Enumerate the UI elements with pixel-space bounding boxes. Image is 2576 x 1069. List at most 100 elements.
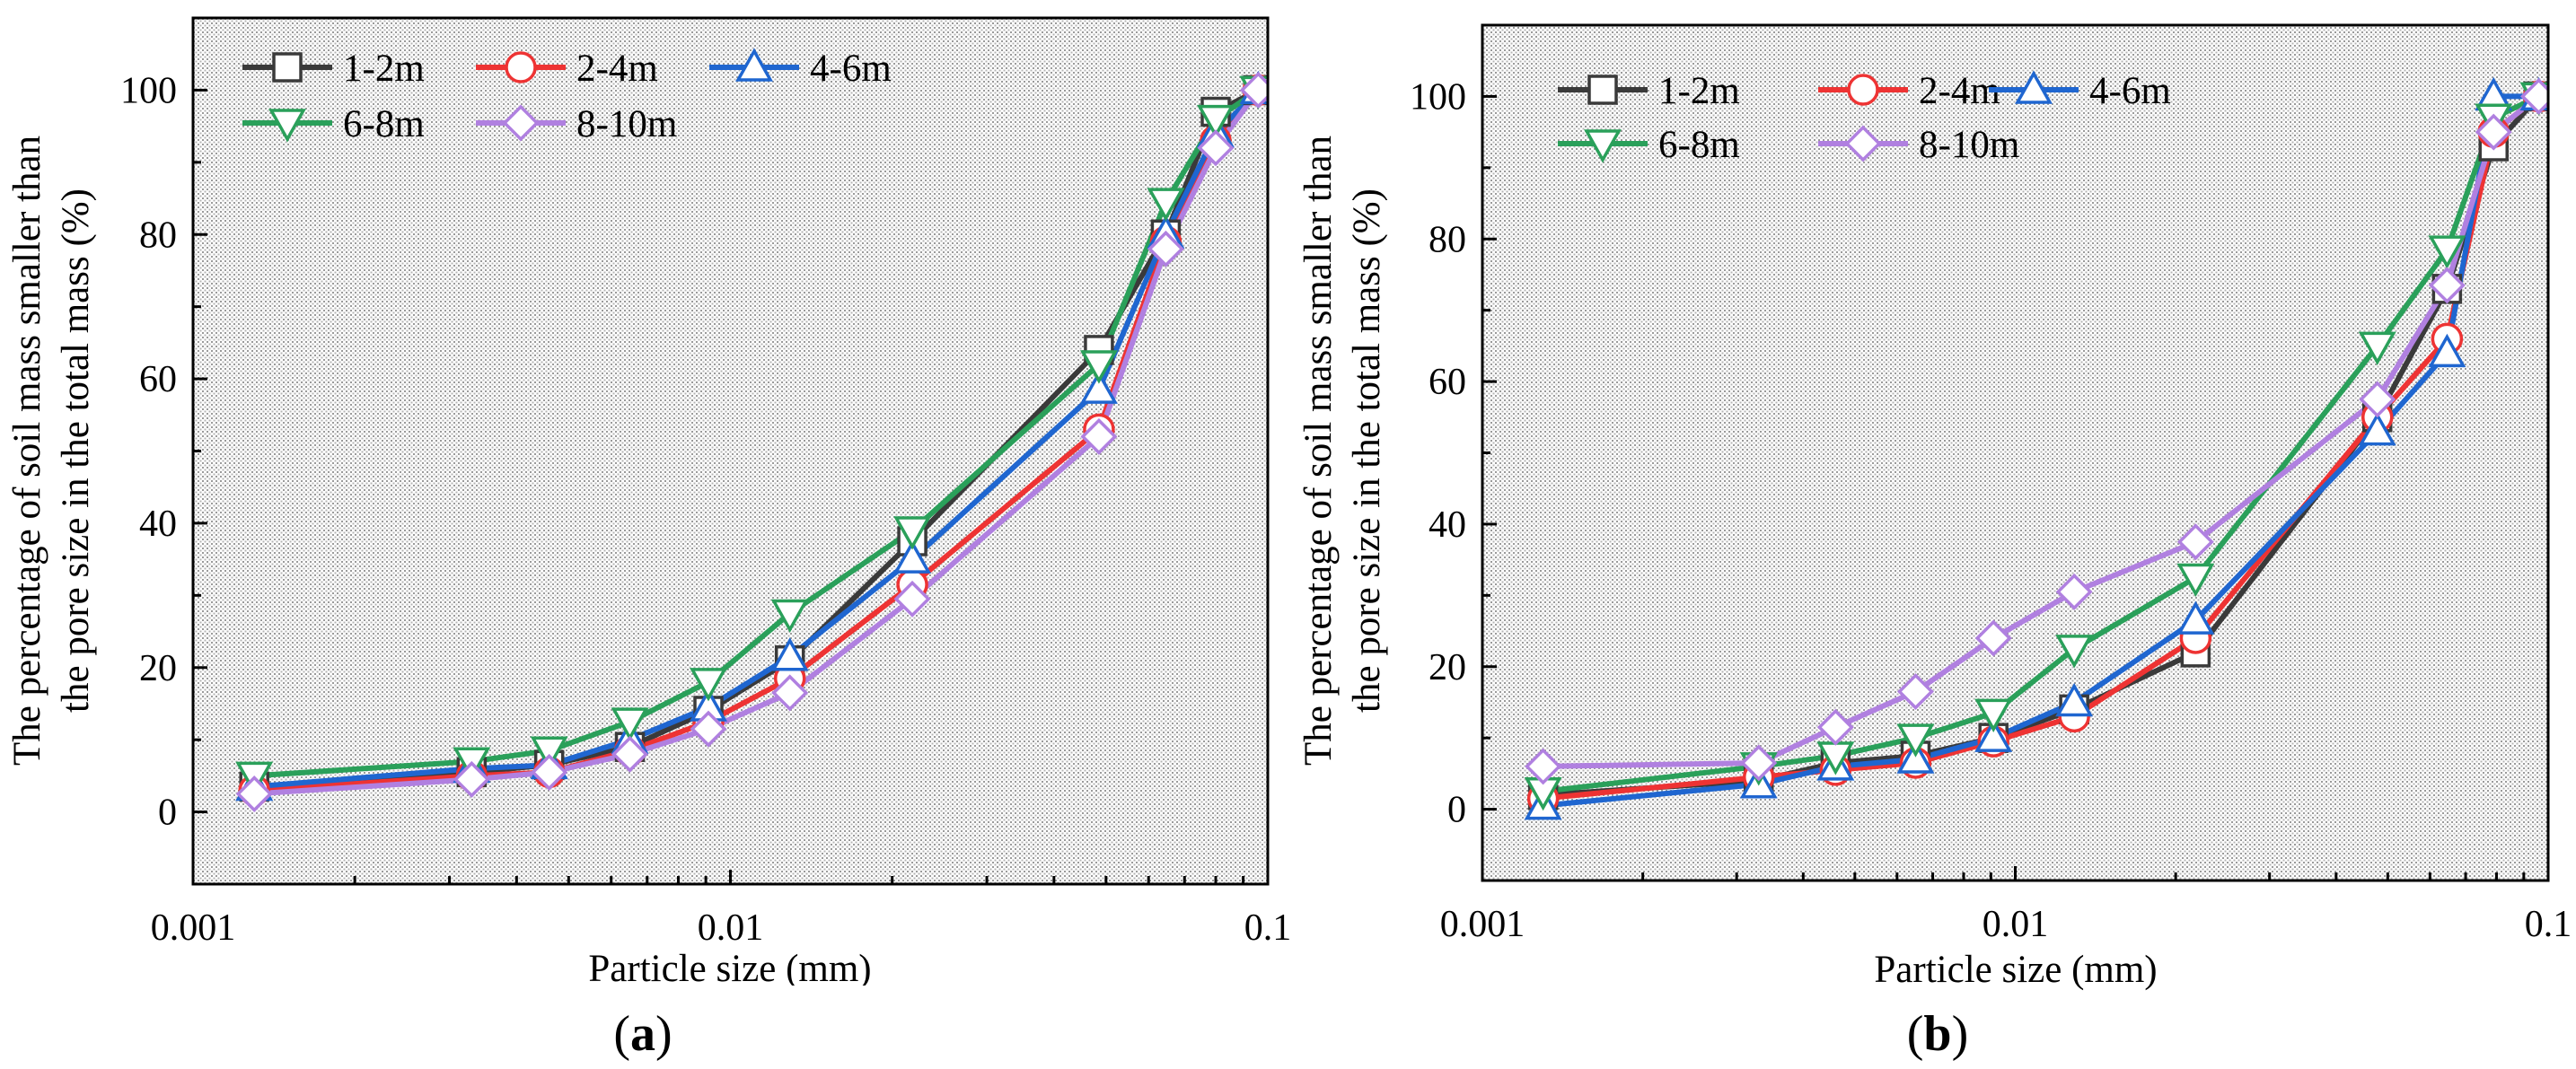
y-axis-label-line2: the pore size in the total mass (%): [1346, 188, 1388, 713]
legend-label: 2-4m: [576, 48, 658, 90]
legend: 1-2m 2-4m 4-6m 6-8m 8-10m: [242, 48, 892, 145]
legend-label: 8-10m: [1919, 124, 2019, 166]
data-point-8-10m: [1974, 619, 2012, 657]
data-point-6-8m: [770, 599, 809, 634]
data-point-6-8m: [2176, 563, 2215, 598]
y-axis: 0 20 40 60 80 100: [1410, 76, 1497, 831]
data-point-8-10m: [531, 753, 568, 791]
data-point-6-8m: [1974, 698, 2013, 732]
data-point-8-10m: [2176, 523, 2214, 561]
x-axis-label: Particle size (mm): [588, 948, 871, 990]
data-point-8-10m: [1239, 71, 1268, 109]
panel-letter-b: b: [1923, 1006, 1951, 1062]
chart-panel-b: 0 20 40 60 80 100 0.001 0.01 0.1 Particle size …: [1297, 23, 2572, 1062]
data-point-8-10m: [1816, 708, 1854, 746]
data-point-6-8m: [1147, 188, 1185, 222]
data-point-6-8m: [1079, 350, 1118, 384]
legend-swatch-marker: [1587, 74, 1618, 105]
legend-item-1-2m: 1-2m: [1558, 70, 1740, 112]
data-point-8-10m: [893, 580, 931, 618]
y-tick-label: 0: [158, 793, 177, 834]
legend-label: 6-8m: [1658, 124, 1740, 166]
chart-panel-a: 0 20 40 60 80 100 0.001 0.01 0.1 Particle size …: [6, 16, 1292, 1062]
plot-area-background: [193, 18, 1268, 884]
legend-item-1-2m: 1-2m: [242, 48, 425, 90]
y-tick-label: 20: [139, 648, 177, 689]
x-tick-label: 0.1: [1244, 907, 1292, 949]
y-tick-label: 0: [1447, 790, 1466, 831]
legend-swatch-marker: [1847, 74, 1879, 106]
data-point-6-8m: [2428, 235, 2466, 269]
x-tick-label: 0.001: [151, 907, 236, 949]
data-point-4-6m: [1896, 740, 1935, 774]
plot-area-background: [1482, 25, 2548, 881]
data-point-8-10m: [1525, 748, 1562, 785]
series-layer: [235, 70, 1268, 812]
legend-item-2-4m: 2-4m: [476, 48, 658, 90]
series-layer: [1524, 76, 2548, 820]
legend-item-8-10m: 8-10m: [476, 103, 677, 145]
data-point-4-6m: [893, 539, 932, 574]
data-point-6-8m: [530, 736, 568, 770]
y-tick-label: 80: [139, 215, 177, 256]
data-point-4-6m: [2428, 333, 2466, 368]
data-point-6-8m: [893, 516, 932, 550]
y-tick-label: 60: [139, 359, 177, 400]
data-point-4-6m: [1079, 370, 1118, 404]
legend-swatch-marker: [505, 51, 537, 83]
legend-label: 1-2m: [343, 48, 425, 90]
x-axis: 0.001 0.01 0.1: [1440, 866, 2572, 945]
data-point-4-6m: [2176, 600, 2215, 635]
x-tick-label: 0.1: [2525, 904, 2572, 945]
legend-item-4-6m: 4-6m: [709, 48, 892, 90]
data-point-8-10m: [690, 710, 727, 748]
y-tick-label: 60: [1429, 362, 1466, 403]
legend-item-6-8m: 6-8m: [242, 103, 425, 145]
data-point-6-8m: [1197, 104, 1235, 139]
legend-label: 4-6m: [810, 48, 892, 90]
legend-swatch-marker: [735, 48, 773, 82]
data-point-8-10m: [1080, 417, 1118, 455]
legend-label: 1-2m: [1658, 70, 1740, 112]
x-axis-label: Particle size (mm): [1874, 949, 2157, 991]
panel-letter-a: a: [630, 1006, 655, 1062]
legend-swatch-marker: [502, 104, 540, 142]
data-point-4-6m: [1974, 718, 2013, 752]
y-axis-label-line1: The percentage of soil mass smaller than: [1297, 136, 1340, 766]
legend-item-2-4m: 2-4m: [1818, 70, 2000, 112]
x-axis: 0.001 0.01 0.1: [151, 870, 1292, 949]
data-point-8-10m: [771, 674, 809, 712]
data-point-6-8m: [1896, 723, 1935, 758]
legend-item-6-8m: 6-8m: [1558, 124, 1740, 166]
data-point-4-6m: [2358, 412, 2396, 446]
legend: 1-2m 2-4m 4-6m 6-8m 8-10m: [1558, 70, 2171, 166]
data-point-8-10m: [611, 735, 649, 773]
y-tick-label: 40: [1429, 504, 1466, 546]
data-point-4-6m: [770, 637, 809, 671]
legend-label: 2-4m: [1919, 70, 2000, 112]
legend-label: 6-8m: [343, 103, 425, 145]
data-point-8-10m: [1197, 129, 1235, 167]
data-point-6-8m: [689, 668, 727, 702]
data-point-8-10m: [2520, 77, 2548, 115]
data-point-6-8m: [611, 707, 649, 741]
data-point-8-10m: [2475, 113, 2512, 151]
x-label-mask: [503, 986, 1042, 1021]
y-tick-label: 100: [120, 70, 177, 111]
data-point-8-10m: [2055, 573, 2093, 610]
legend-swatch-marker: [268, 109, 306, 143]
data-point-8-10m: [1896, 673, 1934, 711]
data-point-8-10m: [1147, 230, 1184, 267]
data-point-6-8m: [2055, 635, 2094, 669]
x-tick-label: 0.01: [698, 907, 764, 949]
x-tick-label: 0.001: [1440, 904, 1525, 945]
data-point-8-10m: [2359, 381, 2396, 418]
y-axis-label-line2: the pore size in the total mass (%): [55, 188, 97, 713]
legend-item-4-6m: 4-6m: [1989, 70, 2171, 112]
data-point-4-6m: [2055, 682, 2094, 717]
legend-item-8-10m: 8-10m: [1818, 124, 2019, 166]
data-point-6-8m: [2358, 331, 2396, 365]
legend-swatch-marker: [1844, 125, 1882, 162]
x-tick-label: 0.01: [1983, 904, 2049, 945]
data-point-8-10m: [235, 775, 273, 812]
